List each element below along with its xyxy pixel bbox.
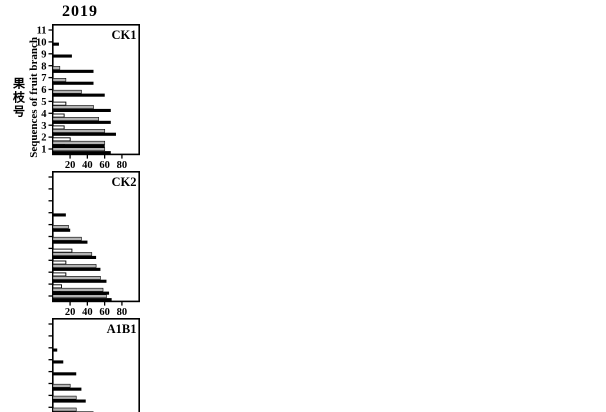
bar-first-branch-5 [52, 108, 111, 112]
bar-second-branch-6 [52, 89, 82, 94]
bar-first-branch-7 [52, 81, 94, 85]
bar-first-branch-4 [52, 267, 101, 271]
panel-title: CK2 [112, 175, 137, 189]
x-tick-label: 40 [82, 307, 93, 318]
y-tick-label: 3 [41, 121, 46, 132]
bar-first-branch-5 [52, 399, 86, 403]
bar-first-branch-3 [52, 279, 107, 283]
bar-second-branch-5 [52, 252, 93, 256]
y-axis-title-chinese: 果枝号 [11, 76, 26, 119]
bar-second-branch-3 [52, 129, 106, 133]
x-tick-label: 80 [117, 307, 128, 318]
bar-first-branch-6 [52, 387, 82, 391]
y-tick-label: 9 [41, 49, 46, 60]
bar-first-branch-10 [52, 42, 59, 46]
bar-second-branch-7 [52, 77, 67, 82]
bar-first-branch-8 [52, 213, 66, 217]
panel-chart-2019-A1B1: 20406080A1B1 [48, 318, 141, 412]
bar-second-branch-1 [52, 294, 107, 299]
x-tick-label: 40 [82, 160, 93, 171]
panel-title: A1B1 [107, 322, 137, 336]
bar-second-branch-2 [52, 287, 104, 292]
panel-2019-CK2: 20 40 60 80 CK2 [48, 171, 141, 318]
x-tick-label: 80 [117, 160, 128, 171]
bar-first-branch-8 [52, 69, 94, 73]
bar-other-branch-2 [52, 137, 71, 142]
y-tick-label: 5 [41, 97, 46, 108]
bar-first-branch-7 [52, 372, 77, 376]
bar-second-branch-2 [52, 140, 106, 145]
y-tick-label: 11 [37, 26, 47, 37]
bar-first-branch-8 [52, 360, 64, 364]
bar-second-branch-8 [52, 66, 61, 70]
year-label-2019: 2019 [62, 3, 98, 20]
bar-second-branch-6 [52, 383, 71, 388]
y-axis-title-english: Sequences of fruit branch [27, 37, 40, 158]
y-axis-title-2019: 果枝号 Sequences of fruit branch [2, 32, 48, 163]
y-tick-label: 1 [41, 145, 46, 156]
y-tick-label: 8 [41, 61, 46, 72]
bar-first-branch-9 [52, 54, 72, 58]
bar-first-branch-2 [52, 291, 110, 295]
bar-other-branch-5 [52, 101, 67, 106]
panel-2019-CK1: 1 2 3 4 5 6 7 8 9 10 11 20 40 60 80 CK1 [36, 24, 141, 171]
bar-second-branch-7 [52, 224, 69, 229]
bar-second-branch-4 [52, 264, 97, 268]
panel-2019-A1B1: 20406080A1B1 [48, 318, 141, 412]
bar-second-branch-5 [52, 395, 77, 400]
bar-first-branch-5 [52, 255, 97, 259]
bar-first-branch-6 [52, 93, 105, 97]
bar-second-branch-6 [52, 236, 82, 241]
panel-chart-2019-CK2: 20 40 60 80 CK2 [48, 171, 141, 318]
bar-second-branch-4 [52, 117, 99, 121]
x-tick-label: 60 [99, 160, 110, 171]
bar-second-branch-5 [52, 105, 94, 109]
bar-first-branch-2 [52, 144, 105, 148]
bar-second-branch-1 [52, 147, 106, 152]
bar-other-branch-3 [52, 272, 67, 277]
y-tick-label: 10 [36, 38, 47, 49]
bar-first-branch-6 [52, 240, 88, 244]
bar-other-branch-5 [52, 248, 73, 253]
y-tick-label: 6 [41, 85, 46, 96]
bar-other-branch-4 [52, 113, 65, 118]
bar-second-branch-3 [52, 276, 101, 280]
y-tick-label: 2 [41, 133, 46, 144]
panel-title: CK1 [112, 28, 137, 42]
bar-other-branch-2 [52, 284, 62, 289]
bar-first-branch-7 [52, 228, 71, 232]
x-tick-label: 20 [65, 160, 76, 171]
bar-first-branch-9 [52, 348, 58, 352]
y-tick-label: 7 [41, 73, 46, 84]
y-tick-label: 4 [41, 109, 47, 120]
bar-first-branch-1 [52, 151, 111, 155]
bar-other-branch-4 [52, 260, 67, 265]
bar-first-branch-4 [52, 120, 111, 124]
bar-other-branch-3 [52, 125, 65, 130]
bar-first-branch-3 [52, 132, 116, 136]
x-tick-label: 20 [65, 307, 76, 318]
bar-first-branch-1 [52, 298, 112, 302]
x-tick-label: 60 [99, 307, 110, 318]
bar-second-branch-4 [52, 407, 77, 412]
